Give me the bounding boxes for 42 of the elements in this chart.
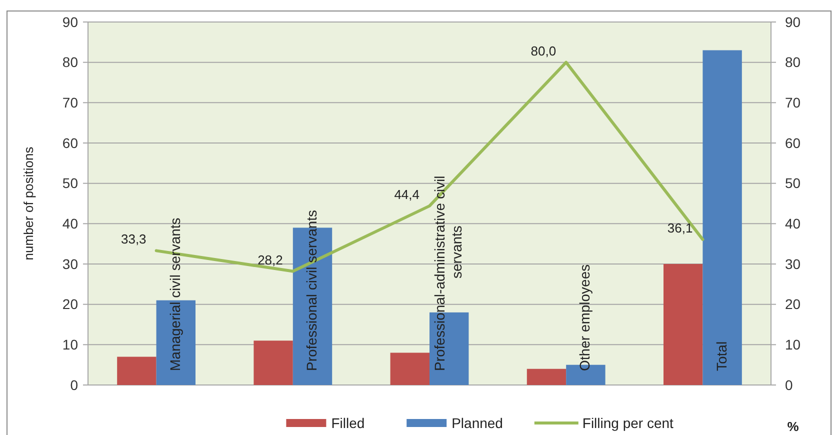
y-tick-label: 50 — [62, 175, 78, 192]
bar — [117, 356, 156, 385]
bar — [254, 340, 293, 385]
y2-tick-label: 80 — [785, 54, 801, 70]
bar — [663, 264, 703, 385]
x-tick-label: Managerial civil servants — [166, 218, 183, 371]
legend-label: Filled — [331, 414, 365, 431]
legend-label: Filling per cent — [582, 414, 674, 431]
y-tick-label: 40 — [62, 216, 78, 232]
data-label: 44,4 — [394, 186, 420, 202]
x-tick-label: Total — [713, 341, 730, 371]
y-axis-title: number of positions — [21, 146, 36, 260]
y-tick-label: 0 — [70, 376, 78, 393]
data-label: 36,1 — [667, 220, 693, 236]
y2-tick-label: 70 — [785, 94, 801, 111]
y-tick-label: 70 — [62, 94, 78, 111]
x-tick-label: Professional-administrative civil servants — [432, 176, 465, 371]
bar — [702, 50, 742, 385]
y2-axis-title: % — [787, 419, 800, 434]
y2-tick-label: 20 — [785, 296, 801, 312]
y-tick-label: 10 — [62, 336, 78, 353]
y2-tick-label: 90 — [785, 14, 801, 30]
y-tick-label: 20 — [62, 296, 78, 312]
y2-tick-label: 0 — [785, 376, 793, 393]
data-label: 80,0 — [530, 43, 556, 58]
x-tick-label: Other employees — [576, 264, 593, 371]
y2-tick-label: 10 — [785, 336, 801, 353]
y2-tick-label: 50 — [785, 175, 801, 192]
y2-tick-label: 40 — [785, 216, 801, 232]
y2-tick-label: 30 — [785, 256, 801, 272]
y2-tick-label: 60 — [785, 134, 801, 151]
y-tick-label: 60 — [62, 134, 78, 151]
data-label: 33,3 — [120, 232, 146, 247]
bar — [390, 352, 430, 385]
y-tick-label: 30 — [62, 256, 78, 272]
data-label: 28,2 — [258, 252, 283, 268]
legend-label: Planned — [452, 414, 503, 431]
x-tick-label: Professional civil servants — [304, 210, 320, 371]
y-tick-label: 80 — [62, 54, 78, 70]
y-tick-label: 90 — [62, 14, 78, 30]
bar — [526, 368, 566, 385]
bar — [156, 300, 196, 385]
